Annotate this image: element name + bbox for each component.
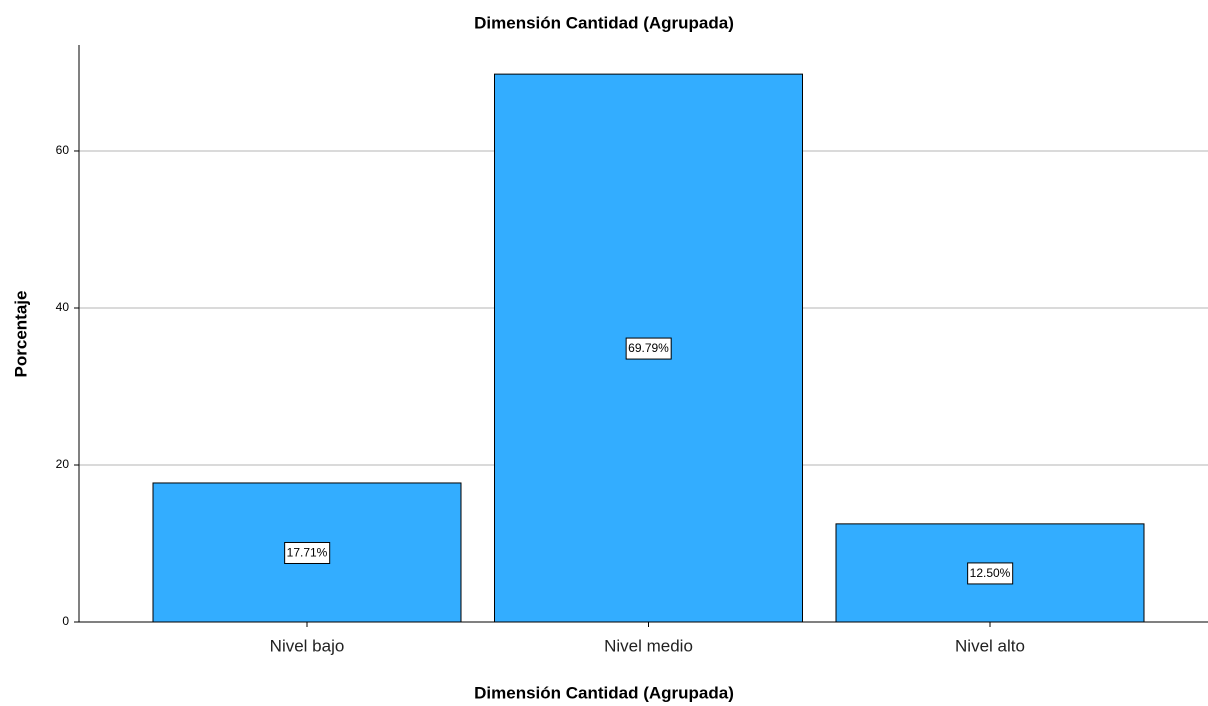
value-label-box: 69.79% [625, 337, 672, 360]
chart-title: Dimensión Cantidad (Agrupada) [474, 13, 734, 32]
x-tick-label: Nivel medio [604, 636, 693, 655]
value-label-bg [967, 562, 1014, 585]
value-label-bg [284, 541, 331, 564]
value-label: 17.71% [287, 546, 328, 560]
x-axis-label: Dimensión Cantidad (Agrupada) [474, 683, 734, 702]
y-tick-label: 40 [56, 300, 70, 314]
y-axis-label: Porcentaje [11, 291, 30, 378]
x-tick-label: Nivel alto [955, 636, 1025, 655]
value-label-bg [625, 337, 672, 360]
value-label-box: 12.50% [967, 562, 1014, 585]
x-tick-label: Nivel bajo [270, 636, 345, 655]
value-label: 69.79% [628, 341, 669, 355]
y-tick-label: 20 [56, 457, 70, 471]
value-label-box: 17.71% [284, 541, 331, 564]
bar [152, 482, 462, 623]
y-tick-label: 60 [56, 143, 70, 157]
y-tick-label: 0 [62, 614, 69, 628]
value-label: 12.50% [970, 566, 1011, 580]
